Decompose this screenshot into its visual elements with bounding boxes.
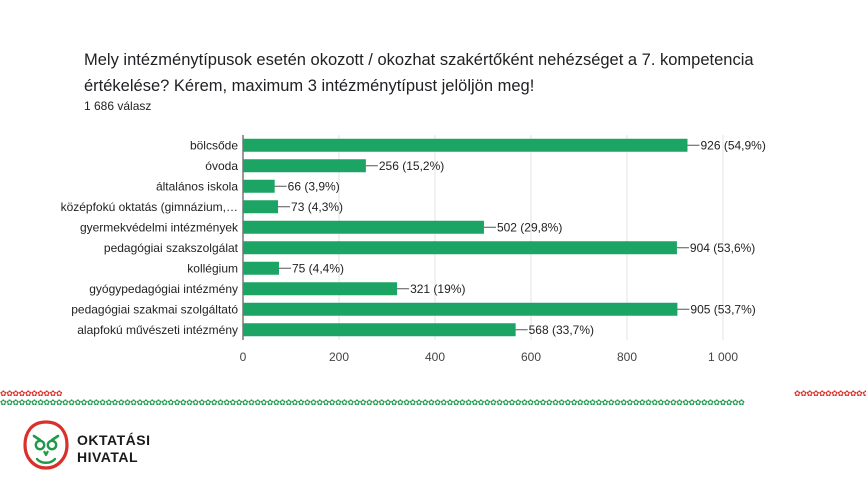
category-label: középfokú oktatás (gimnázium,… [61, 200, 238, 214]
data-label: 926 (54,9%) [700, 138, 765, 152]
bar [243, 138, 688, 152]
red-ornament-row-right: ✿✿✿✿✿✿✿✿✿✿✿✿ [794, 389, 866, 398]
logo-wordmark: OKTATÁSI HIVATAL [77, 432, 150, 466]
bar-chart: bölcsőde 926 (54,9%) óvoda 256 (15,2%) által… [61, 135, 766, 364]
data-label: 321 (19%) [410, 282, 465, 296]
x-tick-label: 600 [521, 350, 541, 364]
question-title: Mely intézménytípusok esetén okozott / o… [84, 51, 754, 95]
data-label: 568 (33,7%) [529, 323, 594, 337]
category-label: pedagógiai szakmai szolgáltató [71, 302, 238, 316]
logo-line-2: HIVATAL [77, 449, 139, 465]
bar [243, 200, 279, 214]
category-label: gyermekvédelmi intézmények [80, 220, 239, 234]
response-count: 1 686 válasz [84, 99, 152, 113]
x-tick-label: 0 [240, 350, 247, 364]
bar [243, 302, 678, 316]
category-label: bölcsőde [190, 138, 238, 152]
bar [243, 323, 516, 337]
category-label: gyógypedagógiai intézmény [89, 282, 238, 296]
data-label: 75 (4,4%) [292, 261, 344, 275]
green-ornament-border: ✿✿✿✿✿✿✿✿✿✿✿✿✿✿✿✿✿✿✿✿✿✿✿✿✿✿✿✿✿✿✿✿✿✿✿✿✿✿✿✿… [0, 398, 745, 407]
bar [243, 261, 279, 275]
x-tick-label: 200 [329, 350, 349, 364]
data-label: 905 (53,7%) [690, 302, 755, 316]
owl-logo-icon [23, 420, 69, 470]
category-label: óvoda [205, 159, 238, 173]
bar [243, 179, 275, 193]
data-label: 256 (15,2%) [379, 159, 444, 173]
red-ornament-row-left: ✿✿✿✿✿✿✿✿✿✿ [0, 389, 62, 398]
category-label: általános iskola [156, 179, 238, 193]
category-label: kollégium [187, 261, 238, 275]
logo-line-1: OKTATÁSI [77, 432, 151, 448]
x-tick-label: 800 [617, 350, 637, 364]
data-label: 904 (53,6%) [690, 241, 755, 255]
bar [243, 282, 398, 296]
category-label: alapfokú művészeti intézmény [77, 323, 238, 337]
data-label: 73 (4,3%) [291, 200, 343, 214]
data-label: 502 (29,8%) [497, 220, 562, 234]
x-tick-label: 1 000 [708, 350, 738, 364]
bar [243, 159, 366, 173]
data-label: 66 (3,9%) [288, 179, 340, 193]
bar [243, 220, 484, 234]
x-tick-label: 400 [425, 350, 445, 364]
bar [243, 241, 677, 255]
category-label: pedagógiai szakszolgálat [104, 241, 239, 255]
